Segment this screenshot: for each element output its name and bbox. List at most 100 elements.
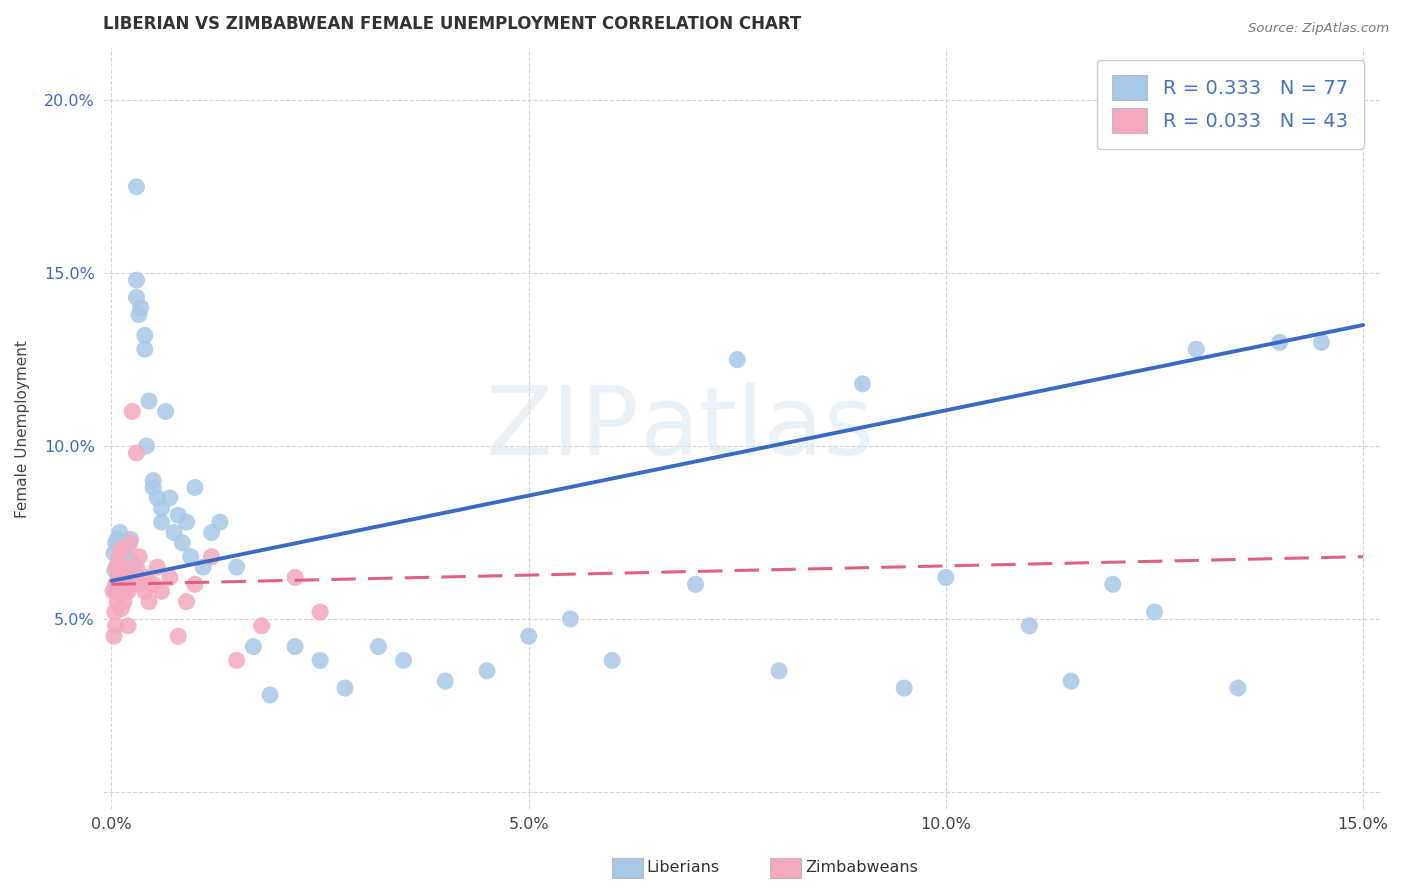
Point bbox=[150, 515, 173, 529]
Point bbox=[117, 619, 139, 633]
Point bbox=[110, 542, 132, 557]
Point bbox=[129, 301, 152, 315]
Point bbox=[105, 560, 128, 574]
Point bbox=[893, 681, 915, 695]
Point bbox=[1268, 335, 1291, 350]
Point bbox=[122, 560, 145, 574]
Point bbox=[150, 501, 173, 516]
Point bbox=[104, 536, 127, 550]
Point bbox=[103, 546, 125, 560]
Point bbox=[125, 446, 148, 460]
Point bbox=[111, 577, 134, 591]
Point bbox=[176, 515, 198, 529]
Point bbox=[193, 560, 215, 574]
Point bbox=[115, 549, 138, 564]
Point bbox=[184, 577, 207, 591]
Point bbox=[146, 491, 169, 505]
Point bbox=[167, 508, 190, 523]
Point bbox=[172, 536, 194, 550]
Point bbox=[159, 570, 181, 584]
Point bbox=[1185, 343, 1208, 357]
Point bbox=[142, 474, 165, 488]
Point bbox=[117, 536, 139, 550]
Point bbox=[117, 584, 139, 599]
Point bbox=[134, 584, 156, 599]
Point bbox=[1143, 605, 1166, 619]
Point bbox=[105, 594, 128, 608]
Point bbox=[107, 566, 129, 581]
Point bbox=[600, 653, 623, 667]
Point bbox=[121, 404, 143, 418]
Point bbox=[150, 584, 173, 599]
Point bbox=[159, 491, 181, 505]
Point bbox=[475, 664, 498, 678]
Point bbox=[225, 653, 247, 667]
Point bbox=[184, 481, 207, 495]
Point bbox=[110, 577, 132, 591]
Point bbox=[108, 549, 131, 564]
Point bbox=[112, 594, 135, 608]
Point bbox=[118, 536, 141, 550]
Point bbox=[117, 566, 139, 581]
Legend: R = 0.333   N = 77, R = 0.033   N = 43: R = 0.333 N = 77, R = 0.033 N = 43 bbox=[1097, 60, 1364, 149]
Point bbox=[134, 328, 156, 343]
Point bbox=[768, 664, 790, 678]
Point bbox=[104, 577, 127, 591]
Point bbox=[135, 570, 157, 584]
Point bbox=[284, 640, 307, 654]
Text: Source: ZipAtlas.com: Source: ZipAtlas.com bbox=[1249, 22, 1389, 36]
Point bbox=[128, 549, 150, 564]
Point bbox=[935, 570, 957, 584]
Point bbox=[142, 577, 165, 591]
Point bbox=[250, 619, 273, 633]
Point bbox=[114, 570, 136, 584]
Point bbox=[104, 564, 127, 578]
Point bbox=[125, 560, 148, 574]
Text: LIBERIAN VS ZIMBABWEAN FEMALE UNEMPLOYMENT CORRELATION CHART: LIBERIAN VS ZIMBABWEAN FEMALE UNEMPLOYME… bbox=[103, 15, 801, 33]
Text: atlas: atlas bbox=[640, 383, 875, 475]
Point bbox=[114, 584, 136, 599]
Point bbox=[105, 560, 128, 574]
Point bbox=[333, 681, 356, 695]
Point bbox=[134, 343, 156, 357]
Point bbox=[392, 653, 415, 667]
Point bbox=[367, 640, 389, 654]
Point bbox=[146, 560, 169, 574]
Point bbox=[200, 549, 222, 564]
Point bbox=[284, 570, 307, 584]
Point bbox=[309, 653, 332, 667]
Point bbox=[103, 629, 125, 643]
Point bbox=[125, 179, 148, 194]
Point bbox=[851, 376, 873, 391]
Point bbox=[560, 612, 582, 626]
Text: ZIP: ZIP bbox=[485, 383, 640, 475]
Y-axis label: Female Unemployment: Female Unemployment bbox=[15, 340, 30, 517]
Point bbox=[163, 525, 186, 540]
Point bbox=[259, 688, 281, 702]
Point bbox=[1101, 577, 1123, 591]
Point bbox=[167, 629, 190, 643]
Point bbox=[125, 290, 148, 304]
Point bbox=[517, 629, 540, 643]
Point bbox=[104, 605, 127, 619]
Point bbox=[107, 577, 129, 591]
Point bbox=[1226, 681, 1249, 695]
Point bbox=[120, 533, 142, 547]
Point bbox=[115, 570, 138, 584]
Point bbox=[101, 584, 124, 599]
Point bbox=[725, 352, 748, 367]
Point bbox=[176, 594, 198, 608]
Point bbox=[121, 577, 143, 591]
Point bbox=[111, 566, 134, 581]
Point bbox=[108, 525, 131, 540]
Point bbox=[225, 560, 247, 574]
Point bbox=[108, 570, 131, 584]
Point bbox=[114, 584, 136, 599]
Point bbox=[129, 577, 152, 591]
Point bbox=[309, 605, 332, 619]
Point bbox=[110, 601, 132, 615]
Point bbox=[125, 273, 148, 287]
Point bbox=[112, 560, 135, 574]
Point bbox=[685, 577, 707, 591]
Point bbox=[200, 525, 222, 540]
